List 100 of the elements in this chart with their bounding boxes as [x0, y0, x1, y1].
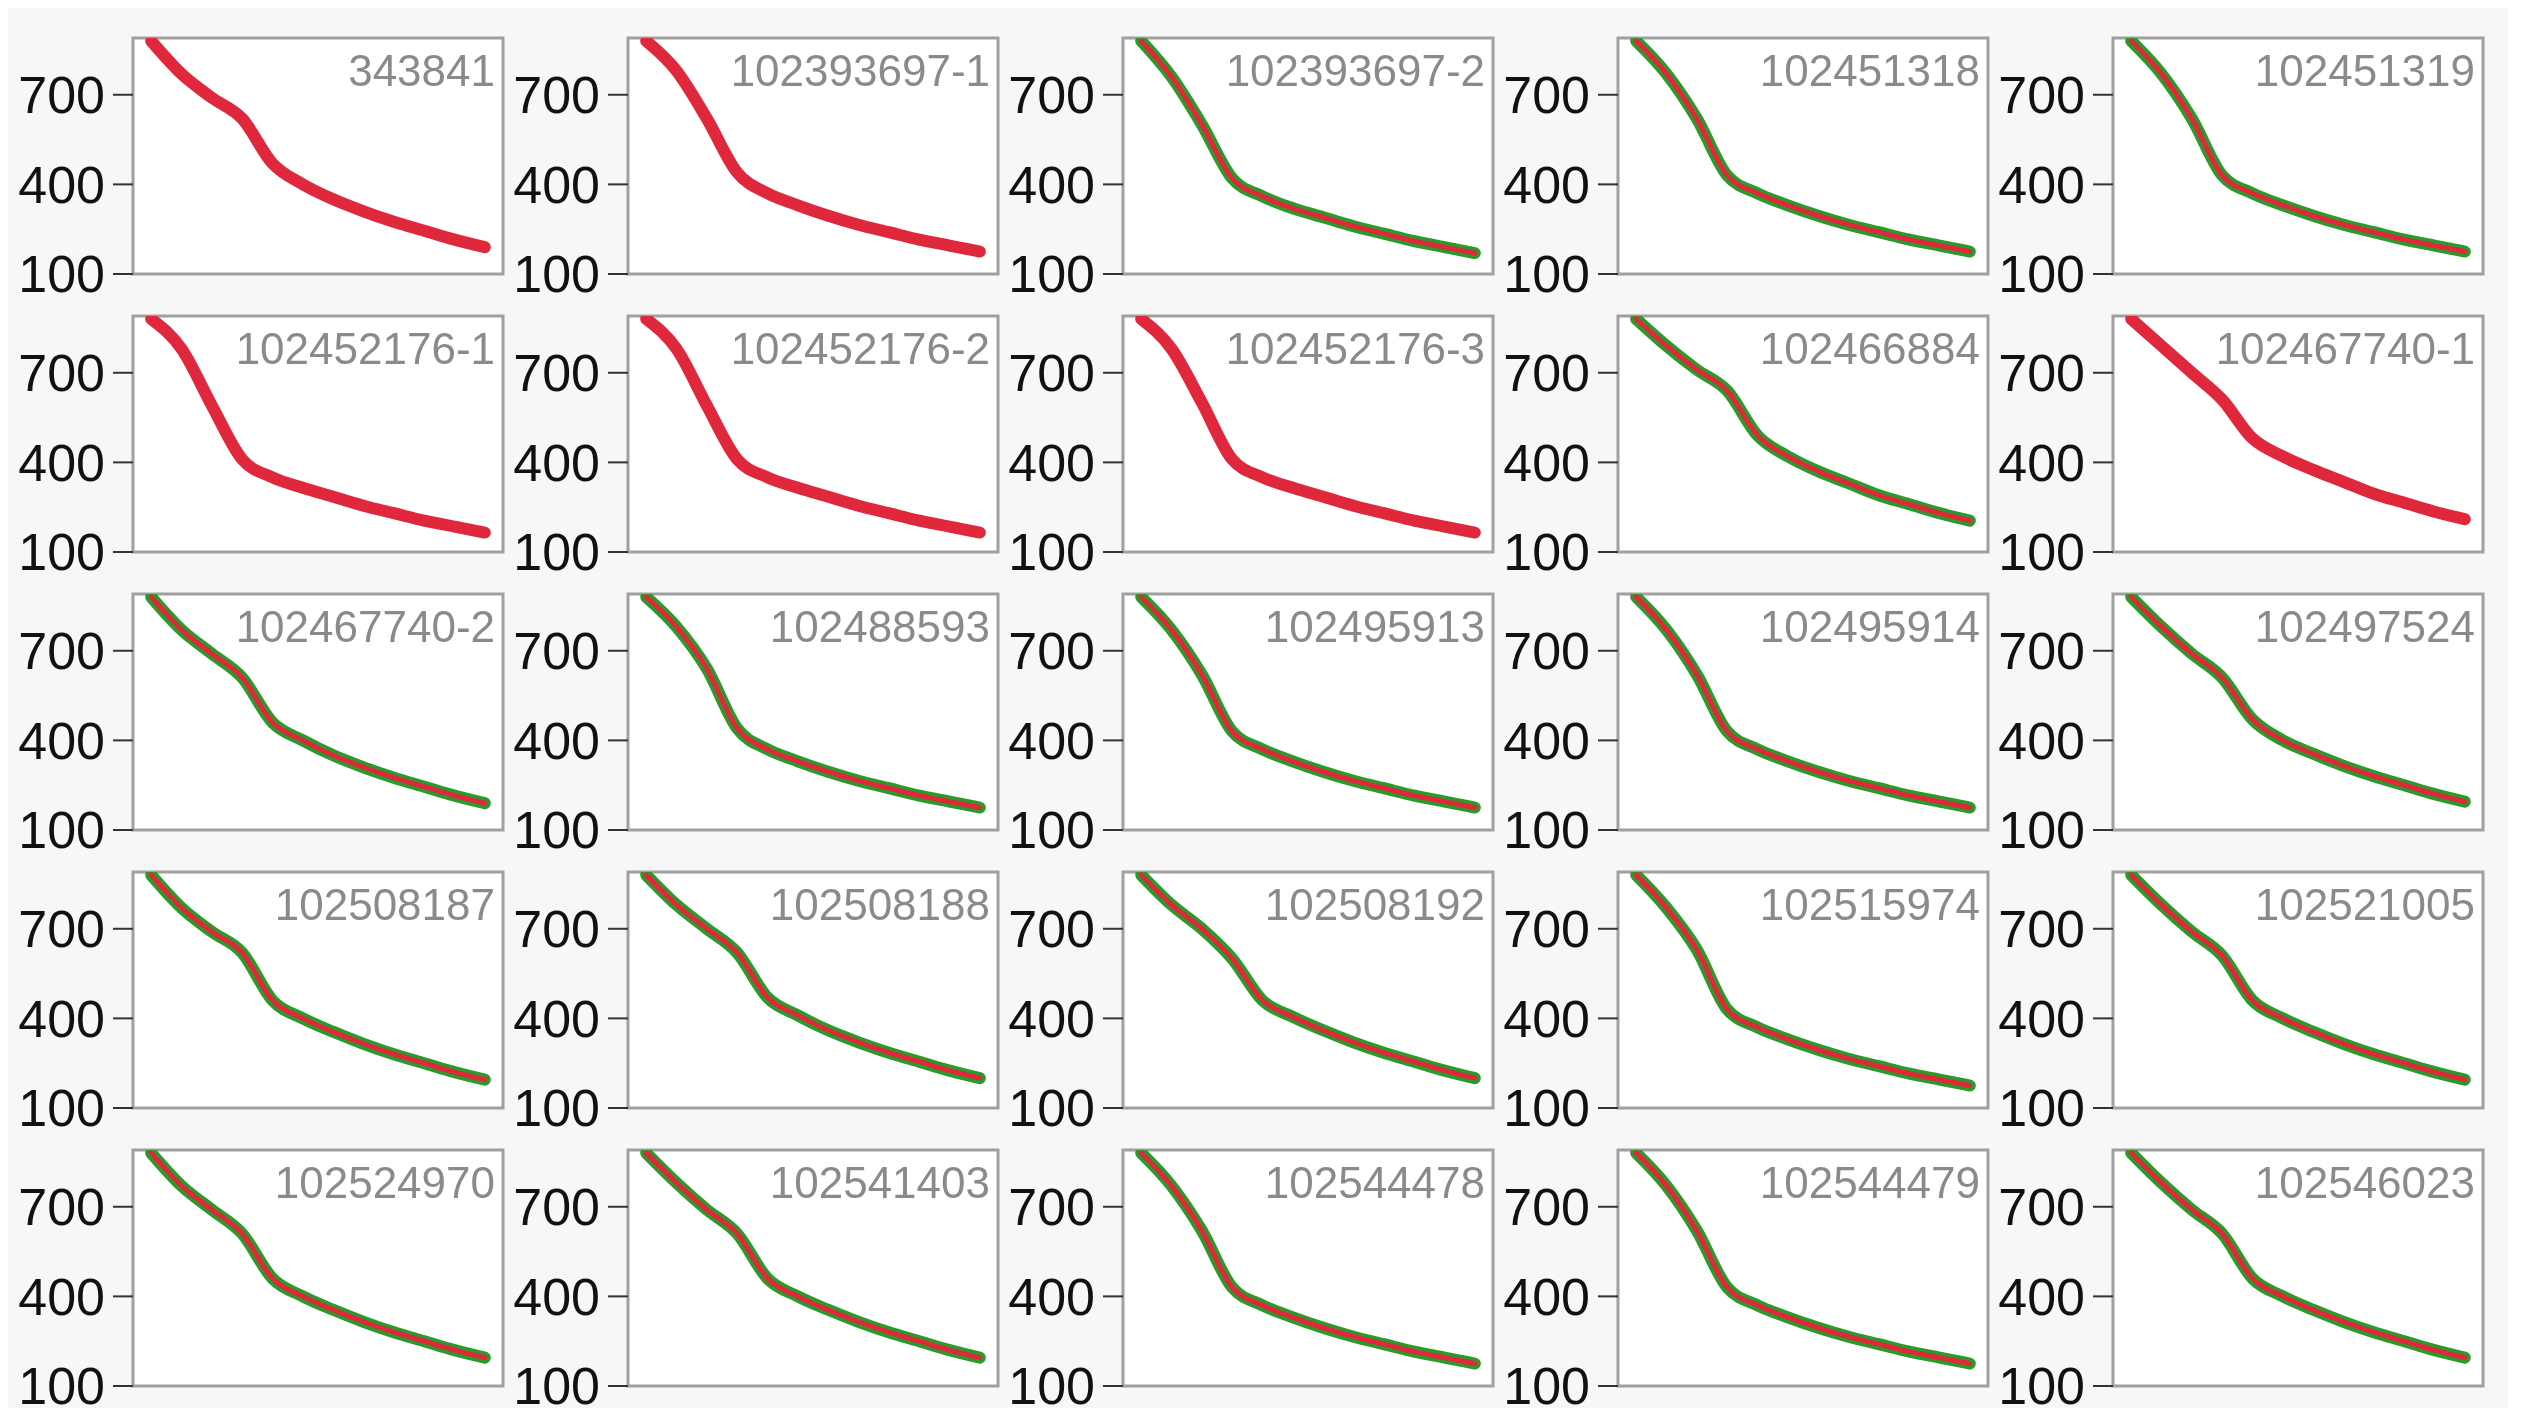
y-tick-label: 400 [1998, 711, 2085, 770]
chart-title: 102393697-1 [730, 46, 990, 95]
y-tick-label: 700 [1008, 621, 1095, 680]
y-tick-label: 100 [1008, 523, 1095, 582]
y-tick-label: 400 [513, 433, 600, 492]
y-tick-label: 400 [513, 711, 600, 770]
y-tick-label: 700 [1503, 343, 1590, 402]
chart-title: 102544478 [1264, 1158, 1485, 1207]
y-tick-label: 700 [1008, 343, 1095, 402]
y-tick-label: 100 [18, 1079, 105, 1138]
y-tick-label: 100 [1503, 801, 1590, 860]
y-tick-label: 100 [1503, 1079, 1590, 1138]
y-tick-label: 700 [1503, 621, 1590, 680]
chart-title: 102497524 [2254, 602, 2475, 651]
y-tick-label: 400 [1008, 989, 1095, 1048]
y-tick-label: 100 [513, 801, 600, 860]
y-tick-label: 700 [1503, 65, 1590, 124]
chart-title: 102467740-1 [2215, 324, 2475, 373]
y-tick-label: 700 [513, 343, 600, 402]
y-tick-label: 400 [1998, 1267, 2085, 1326]
y-tick-label: 700 [1998, 621, 2085, 680]
y-tick-label: 400 [1503, 433, 1590, 492]
y-tick-label: 100 [18, 245, 105, 304]
y-tick-label: 700 [18, 621, 105, 680]
y-tick-label: 400 [1008, 433, 1095, 492]
y-tick-label: 700 [1998, 1177, 2085, 1236]
y-tick-label: 700 [513, 899, 600, 958]
y-tick-label: 700 [1503, 899, 1590, 958]
y-tick-label: 100 [513, 245, 600, 304]
chart-title: 102524970 [274, 1158, 495, 1207]
y-tick-label: 100 [513, 1079, 600, 1138]
y-tick-label: 400 [1998, 155, 2085, 214]
y-tick-label: 700 [1503, 1177, 1590, 1236]
y-tick-label: 400 [513, 1267, 600, 1326]
chart-title: 102541403 [769, 1158, 990, 1207]
y-tick-label: 700 [1998, 899, 2085, 958]
y-tick-label: 400 [18, 989, 105, 1048]
y-tick-label: 700 [18, 899, 105, 958]
y-tick-label: 700 [1998, 65, 2085, 124]
y-tick-label: 700 [1008, 1177, 1095, 1236]
chart-title: 102393697-2 [1225, 46, 1485, 95]
y-tick-label: 700 [1008, 65, 1095, 124]
chart-title: 102452176-2 [730, 324, 990, 373]
chart-title: 102544479 [1759, 1158, 1980, 1207]
chart-title: 343841 [348, 46, 495, 95]
chart-title: 102521005 [2254, 880, 2475, 929]
chart-title: 102488593 [769, 602, 990, 651]
y-tick-label: 400 [1008, 1267, 1095, 1326]
y-tick-label: 100 [513, 523, 600, 582]
y-tick-label: 100 [1998, 523, 2085, 582]
chart-title: 102452176-3 [1225, 324, 1485, 373]
y-tick-label: 400 [513, 989, 600, 1048]
chart-title: 102451319 [2254, 46, 2475, 95]
y-tick-label: 700 [18, 65, 105, 124]
y-tick-label: 400 [18, 711, 105, 770]
y-tick-label: 400 [18, 155, 105, 214]
chart-title: 102495914 [1759, 602, 1980, 651]
chart-title: 102467740-2 [235, 602, 495, 651]
y-tick-label: 400 [18, 433, 105, 492]
y-tick-label: 100 [18, 801, 105, 860]
chart-title: 102451318 [1759, 46, 1980, 95]
y-tick-label: 700 [513, 621, 600, 680]
chart-title: 102495913 [1264, 602, 1485, 651]
y-tick-label: 100 [1998, 1357, 2085, 1416]
y-tick-label: 100 [1008, 245, 1095, 304]
y-tick-label: 100 [1503, 245, 1590, 304]
y-tick-label: 100 [1008, 801, 1095, 860]
y-tick-label: 400 [1008, 711, 1095, 770]
y-tick-label: 700 [18, 343, 105, 402]
y-tick-label: 700 [513, 1177, 600, 1236]
chart-title: 102508192 [1264, 880, 1485, 929]
chart-title: 102546023 [2254, 1158, 2475, 1207]
y-tick-label: 400 [1998, 989, 2085, 1048]
y-tick-label: 400 [513, 155, 600, 214]
y-tick-label: 400 [1503, 989, 1590, 1048]
y-tick-label: 100 [1503, 523, 1590, 582]
y-tick-label: 700 [513, 65, 600, 124]
y-tick-label: 100 [1008, 1079, 1095, 1138]
y-tick-label: 700 [18, 1177, 105, 1236]
chart-title: 102515974 [1759, 880, 1980, 929]
y-tick-label: 400 [1503, 711, 1590, 770]
y-tick-label: 400 [1503, 1267, 1590, 1326]
y-tick-label: 100 [1008, 1357, 1095, 1416]
y-tick-label: 100 [1998, 1079, 2085, 1138]
y-tick-label: 100 [18, 523, 105, 582]
y-tick-label: 400 [1998, 433, 2085, 492]
y-tick-label: 400 [1503, 155, 1590, 214]
chart-title: 102452176-1 [235, 324, 495, 373]
y-tick-label: 400 [1008, 155, 1095, 214]
y-tick-label: 700 [1998, 343, 2085, 402]
chart-title: 102508187 [274, 880, 495, 929]
y-tick-label: 400 [18, 1267, 105, 1326]
y-tick-label: 100 [1503, 1357, 1590, 1416]
chart-title: 102466884 [1759, 324, 1980, 373]
y-tick-label: 100 [18, 1357, 105, 1416]
chart-title: 102508188 [769, 880, 990, 929]
y-tick-label: 100 [1998, 801, 2085, 860]
y-tick-label: 100 [1998, 245, 2085, 304]
y-tick-label: 700 [1008, 899, 1095, 958]
y-tick-label: 100 [513, 1357, 600, 1416]
